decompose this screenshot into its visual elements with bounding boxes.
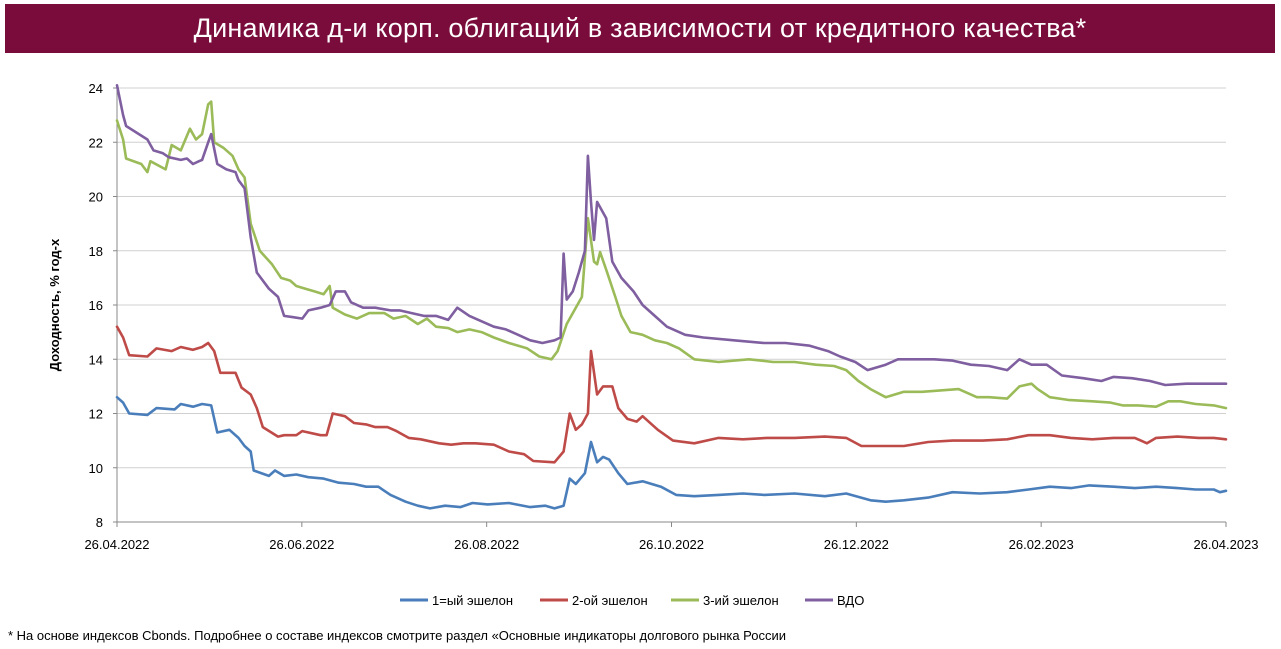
legend-label: ВДО [837, 593, 864, 608]
y-tick-label: 12 [89, 407, 103, 422]
x-tick-label: 26.02.2023 [1009, 537, 1074, 552]
x-tick-label: 26.04.2023 [1193, 537, 1258, 552]
x-tick-label: 26.06.2022 [269, 537, 334, 552]
series-line-4 [115, 84, 1228, 387]
y-axis-label: Доходность, % год-х [47, 238, 62, 371]
x-tick-label: 26.12.2022 [824, 537, 889, 552]
series-lines [115, 84, 1228, 510]
footnote: * На основе индексов Cbonds. Подробнее о… [8, 628, 787, 643]
x-axis-ticks: 26.04.2022 26.06.2022 26.08.2022 26.10.2022… [84, 522, 1259, 552]
legend-label: 1=ый эшелон [432, 593, 513, 608]
y-tick-label: 24 [89, 81, 103, 96]
y-axis-ticks: 8 10 12 14 16 18 20 22 24 [89, 81, 117, 530]
legend: 1=ый эшелон 2-ой эшелон 3-ий эшелон ВДО [400, 593, 864, 608]
y-tick-label: 10 [89, 461, 103, 476]
x-tick-label: 26.08.2022 [454, 537, 519, 552]
y-tick-label: 8 [96, 515, 103, 530]
gridlines [117, 87, 1226, 469]
chart-title: Динамика д-и корп. облигаций в зависимос… [5, 4, 1275, 53]
y-tick-label: 20 [89, 190, 103, 205]
legend-label: 2-ой эшелон [572, 593, 648, 608]
legend-label: 3-ий эшелон [703, 593, 779, 608]
series-line-2 [115, 325, 1228, 464]
y-tick-label: 14 [89, 352, 103, 367]
series-line-3 [115, 100, 1228, 410]
y-tick-label: 22 [89, 135, 103, 150]
x-tick-label: 26.10.2022 [639, 537, 704, 552]
x-tick-label: 26.04.2022 [84, 537, 149, 552]
series-line-1 [115, 395, 1228, 510]
y-tick-label: 18 [89, 244, 103, 259]
y-tick-label: 16 [89, 298, 103, 313]
